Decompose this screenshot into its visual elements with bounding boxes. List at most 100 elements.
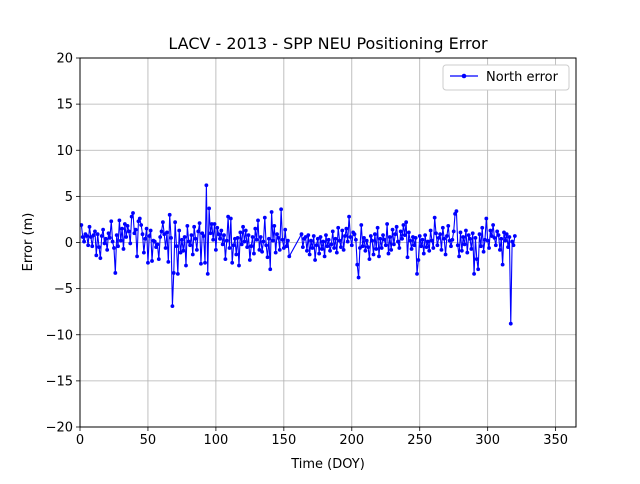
data-point (385, 222, 390, 226)
data-point (305, 248, 309, 253)
data-point (322, 254, 327, 259)
legend-label-north-error: North error (486, 70, 559, 85)
data-point (152, 239, 157, 244)
data-point (436, 235, 441, 240)
data-point (413, 235, 418, 240)
data-point (174, 244, 179, 249)
data-point (446, 223, 451, 228)
data-point (502, 230, 506, 235)
data-point (227, 246, 232, 250)
data-point (450, 237, 455, 242)
data-point (374, 247, 379, 251)
x-tick-label: 300 (475, 433, 500, 448)
data-point (158, 235, 163, 239)
data-point (129, 214, 134, 219)
data-point (379, 246, 384, 250)
data-point (345, 239, 350, 244)
data-point (459, 248, 464, 253)
x-axis-ticks: 0 50 100 150 200 250 300 350 (76, 427, 568, 448)
data-point (124, 235, 129, 239)
data-point (334, 250, 339, 255)
data-point (188, 243, 192, 248)
chart-title: LACV - 2013 - SPP NEU Positioning Error (168, 34, 488, 53)
data-point (344, 226, 349, 231)
data-point (498, 247, 502, 252)
data-point (511, 243, 516, 248)
data-point (212, 222, 217, 226)
data-point (275, 232, 279, 237)
y-axis-ticks: −20 −15 −10 −5 0 5 10 15 20 (46, 52, 80, 436)
data-point (300, 245, 305, 250)
data-point (324, 233, 328, 238)
data-point (155, 242, 160, 247)
y-tick-label: −20 (46, 421, 73, 436)
data-point (203, 260, 207, 265)
data-point (137, 216, 142, 221)
data-point (303, 235, 308, 239)
data-point (442, 236, 447, 241)
data-point (396, 239, 400, 244)
y-tick-label: −5 (54, 282, 73, 297)
data-point (196, 229, 201, 234)
x-axis-label: Time (DOY) (290, 457, 365, 472)
data-point (419, 244, 423, 249)
data-point (249, 244, 254, 249)
data-point (319, 247, 324, 251)
data-point (271, 238, 275, 243)
data-point (329, 242, 334, 247)
data-point (148, 228, 153, 233)
data-point (430, 238, 434, 243)
data-point (499, 236, 504, 241)
data-point (120, 226, 125, 231)
data-point (114, 233, 119, 238)
data-point (336, 225, 341, 230)
data-point (496, 233, 501, 238)
data-point (367, 257, 372, 262)
data-point (178, 250, 183, 255)
data-point (424, 245, 429, 250)
data-point (245, 245, 250, 250)
data-point (165, 230, 169, 235)
data-point (440, 225, 445, 230)
data-point (253, 226, 258, 231)
data-point (393, 232, 398, 237)
data-point (469, 247, 474, 251)
data-point (190, 252, 195, 257)
data-point (265, 255, 270, 260)
data-point (252, 251, 256, 256)
data-point (306, 233, 311, 238)
data-point (84, 234, 89, 238)
data-point (317, 251, 322, 256)
data-point (451, 229, 456, 234)
data-point (243, 228, 248, 233)
data-point (438, 232, 443, 237)
data-point (171, 271, 176, 275)
data-point (326, 237, 331, 242)
data-point (163, 246, 168, 250)
data-point (182, 235, 187, 239)
data-point (90, 244, 95, 249)
data-point (359, 223, 364, 227)
data-point (510, 239, 515, 244)
data-point (273, 250, 278, 255)
data-point (371, 252, 376, 257)
data-point (189, 233, 194, 238)
data-point (340, 228, 345, 233)
data-point (109, 219, 114, 224)
data-point (213, 247, 218, 252)
data-point (461, 235, 466, 239)
data-point (80, 235, 85, 239)
data-point (133, 227, 138, 232)
data-point (166, 259, 171, 264)
data-point (141, 250, 146, 255)
y-tick-label: 5 (65, 190, 73, 205)
data-point (476, 267, 481, 272)
data-point (339, 245, 343, 250)
data-point (241, 224, 245, 229)
data-point (169, 235, 173, 240)
data-point (348, 235, 353, 239)
data-point (162, 232, 167, 237)
data-point (363, 248, 368, 253)
data-point (454, 209, 459, 214)
data-point (405, 255, 410, 260)
